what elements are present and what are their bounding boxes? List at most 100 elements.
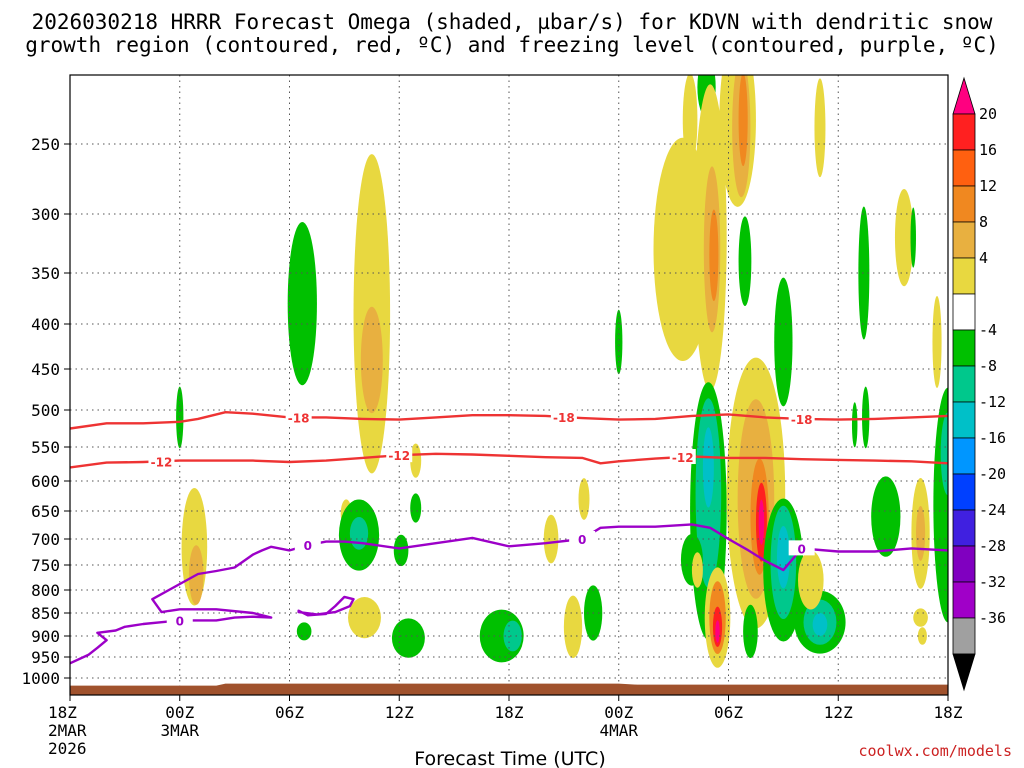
contour-label-bg-freezing-level-1: [294, 537, 321, 553]
contour-freezing-level-loop: [297, 595, 355, 617]
y-tick-label-600: 600: [31, 472, 60, 491]
y-axis: 250 300 350 400 450 500 550 600 650 700 750 800 850 9…: [21, 135, 70, 688]
omega-blob-61: [917, 627, 927, 645]
grid-lines: [70, 75, 948, 695]
omega-blob-22: [682, 75, 698, 167]
omega-blob-16: [503, 620, 522, 652]
y-tick-label-400: 400: [31, 315, 60, 334]
contour-label-bg-dgz-top-1: [550, 409, 577, 425]
contour-label-bg-dgz-bottom-2: [669, 449, 696, 465]
x-axis-label: Forecast Time (UTC): [414, 748, 605, 768]
colorbar-segment-14: [952, 581, 976, 619]
plot-area: -18 -18 -18 -12 -12 -12 0 0 0 0: [69, 74, 949, 696]
colorbar-segment-0: [952, 76, 976, 115]
y-tick-label-1000: 1000: [21, 669, 60, 688]
contour-label-dgz-top-2: -18: [791, 413, 813, 427]
omega-blob-3: [287, 222, 317, 386]
contour-label-bg-freezing-level-3: [788, 540, 815, 556]
x-tick-sublabel1-1: 3MAR: [160, 721, 199, 740]
omega-blob-67: [851, 402, 858, 448]
omega-blob-29: [738, 75, 748, 167]
omega-blob-43: [774, 277, 793, 407]
colorbar-segment-10: [952, 437, 976, 475]
contour-label-bg-dgz-bottom-0: [148, 453, 175, 469]
omega-blob-55: [858, 206, 870, 340]
x-tick-label-0: 18Z: [48, 703, 77, 722]
colorbar-segment-9: [952, 401, 976, 439]
omega-blob-52: [812, 613, 828, 636]
colorbar-label-3: 8: [979, 213, 988, 231]
omega-blob-39: [758, 499, 765, 545]
omega-blob-11: [410, 493, 422, 523]
omega-blob-5: [360, 306, 383, 414]
omega-blob-65: [894, 189, 914, 287]
y-tick-label-700: 700: [31, 530, 60, 549]
omega-blob-34: [738, 216, 752, 306]
colorbar-segment-13: [952, 545, 976, 583]
x-tick-sublabel1-5: 4MAR: [599, 721, 638, 740]
y-tick-label-850: 850: [31, 604, 60, 623]
colorbar-label-1: 16: [979, 141, 997, 159]
x-tick-label-6: 06Z: [714, 703, 743, 722]
y-tick-label-500: 500: [31, 401, 60, 420]
omega-shading: [176, 75, 948, 668]
colorbar-segment-11: [952, 473, 976, 511]
colorbar-label-7: -12: [979, 393, 1006, 411]
contour-label-bg-dgz-bottom-1: [386, 447, 413, 463]
contour-label-bg-freezing-level-2: [569, 531, 596, 546]
contour-label-bg-dgz-top-0: [285, 409, 312, 425]
colorbar-label-0: 20: [979, 105, 997, 123]
colorbar-segment-7: [952, 329, 976, 367]
contour-label-dgz-bottom-0: -12: [151, 455, 173, 469]
colorbar-segment-6: [952, 293, 976, 331]
omega-blob-42: [776, 525, 790, 589]
colorbar-segment-4: [952, 221, 976, 259]
omega-blob-63: [940, 412, 948, 496]
omega-blob-13: [296, 622, 312, 641]
colorbar-label-4: 4: [979, 249, 988, 267]
y-tick-label-350: 350: [31, 264, 60, 283]
x-tick-label-7: 12Z: [824, 703, 853, 722]
omega-blob-17: [543, 514, 559, 564]
contour-label-dgz-bottom-1: -12: [388, 449, 410, 463]
x-tick-sublabel1-0: 2MAR: [48, 721, 87, 740]
omega-blob-18: [563, 595, 583, 658]
contour-label-dgz-top-1: -18: [553, 411, 575, 425]
omega-blob-12: [348, 597, 381, 639]
y-tick-label-250: 250: [31, 135, 60, 154]
omega-blob-64: [932, 296, 942, 388]
colorbar-label-2: 12: [979, 177, 997, 195]
colorbar-segment-5: [952, 257, 976, 295]
omega-blob-57: [871, 476, 901, 557]
omega-blob-68: [615, 309, 623, 375]
chart-title-line1: 2026030218 HRRR Forecast Omega (shaded, …: [32, 10, 993, 34]
contour-label-bg-dgz-top-2: [788, 410, 815, 426]
colorbar-label-12: -32: [979, 573, 1006, 591]
y-tick-label-650: 650: [31, 502, 60, 521]
colorbar-label-11: -28: [979, 537, 1006, 555]
credit-text: coolwx.com/models: [858, 742, 1012, 760]
omega-blob-32: [702, 427, 714, 508]
y-tick-label-800: 800: [31, 581, 60, 600]
colorbar-segment-16: [952, 653, 976, 692]
omega-blob-26: [709, 209, 719, 302]
omega-blob-10: [393, 534, 409, 567]
terrain-fill: [70, 683, 948, 695]
omega-blob-14: [391, 618, 425, 658]
omega-blob-53: [798, 550, 824, 610]
contour-dgz-bottom: [70, 452, 948, 469]
omega-blob-59: [915, 506, 926, 561]
colorbar-segment-2: [952, 149, 976, 187]
omega-blob-6: [410, 443, 422, 478]
omega-blob-56: [862, 386, 870, 449]
colorbar: 20 16 12 8 4 -4 -8 -12 -16 -20 -24 -28 -32 -36: [952, 76, 1006, 692]
y-tick-label-450: 450: [31, 360, 60, 379]
contour-label-freezing-level-2: 0: [578, 533, 586, 547]
x-tick-label-3: 12Z: [385, 703, 414, 722]
omega-blob-48: [715, 620, 720, 643]
colorbar-label-13: -36: [979, 609, 1006, 627]
colorbar-segment-3: [952, 185, 976, 223]
omega-blob-9: [349, 517, 369, 550]
contour-label-dgz-top-0: -18: [288, 411, 310, 425]
